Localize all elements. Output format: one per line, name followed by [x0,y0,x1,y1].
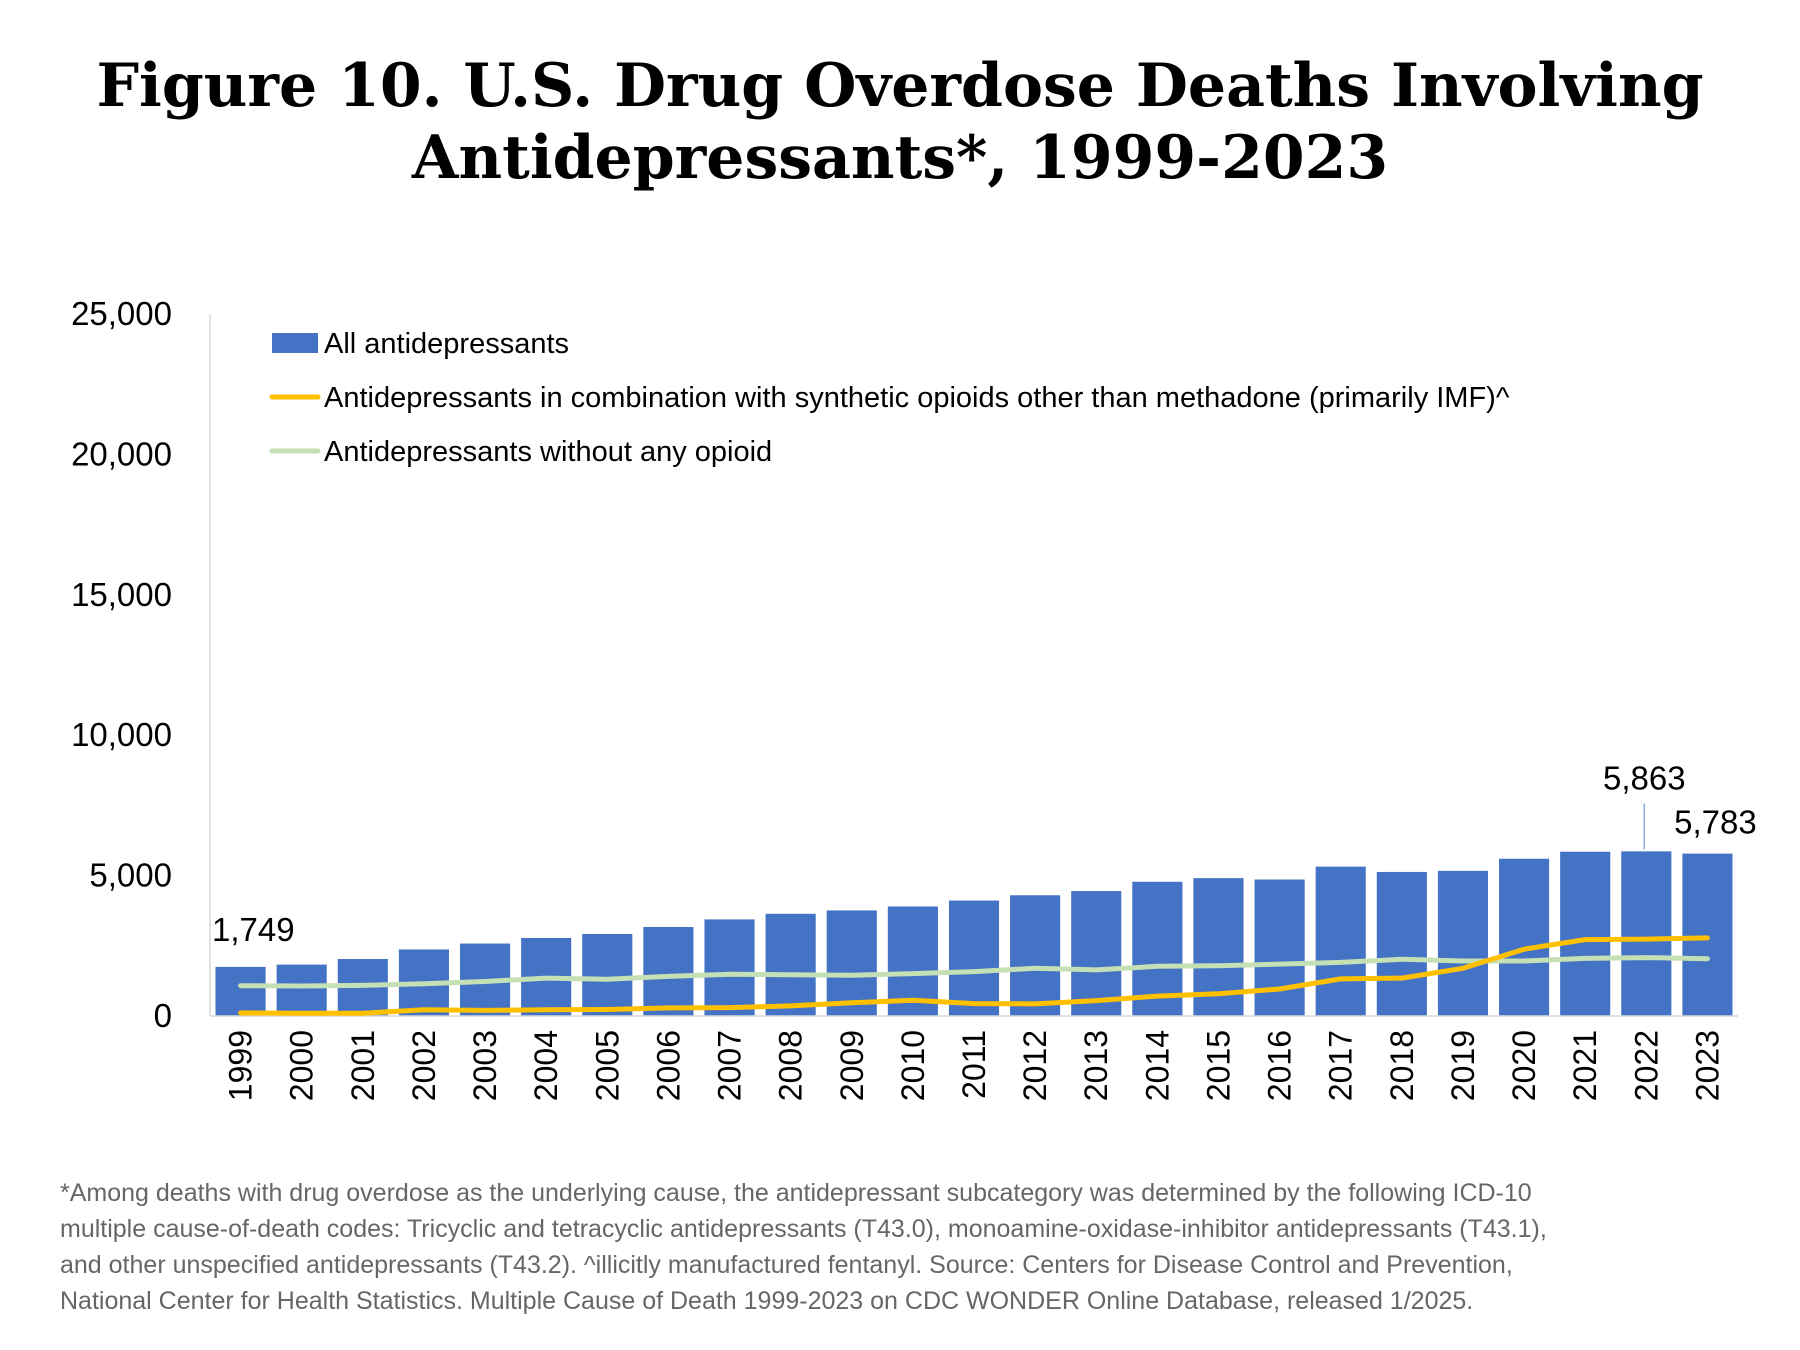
x-tick-label: 2012 [1017,1030,1053,1101]
x-tick-label: 2021 [1567,1030,1603,1101]
x-tick-label: 2009 [834,1030,870,1101]
x-tick-label: 1999 [223,1030,259,1101]
bar-2020 [1499,858,1550,1016]
series-line-without-opioid [238,955,1710,989]
x-tick-label: 2002 [406,1030,442,1101]
footnote-line: National Center for Health Statistics. M… [60,1287,1474,1315]
chart-title: Figure 10. U.S. Drug Overdose Deaths Inv… [0,50,1800,194]
bar-2009 [826,910,877,1016]
x-tick-label: 2016 [1262,1030,1298,1101]
legend-swatch-bar [272,333,318,353]
bar-2005 [582,934,633,1016]
footnote-line: multiple cause-of-death codes: Tricyclic… [60,1215,1547,1243]
y-tick-label: 20,000 [71,435,172,472]
chart-title-line-1: Figure 10. U.S. Drug Overdose Deaths Inv… [96,51,1704,121]
x-tick-label: 2015 [1200,1030,1236,1101]
legend-label: Antidepressants in combination with synt… [324,382,1510,414]
y-tick-label: 25,000 [71,295,172,332]
x-tick-label: 2003 [467,1030,503,1101]
x-tick-label: 2019 [1445,1030,1481,1101]
x-tick-label: 2013 [1078,1030,1114,1101]
bar-2011 [948,900,1000,1016]
x-tick-label: 2005 [589,1030,625,1101]
x-tick-label: 2017 [1323,1030,1359,1101]
bar-1999 [215,966,266,1016]
x-tick-label: 2007 [712,1030,748,1101]
x-tick-label: 2006 [650,1030,686,1101]
x-tick-label: 2018 [1384,1030,1420,1101]
data-label: 5,863 [1603,759,1686,796]
footnote-line: *Among deaths with drug overdose as the … [60,1179,1532,1207]
x-tick-label: 2010 [895,1030,931,1101]
x-tick-label: 2011 [956,1030,992,1099]
x-tick-label: 2020 [1506,1030,1542,1101]
bar-2008 [765,913,816,1016]
data-label: 1,749 [212,911,295,948]
x-tick-label: 2001 [345,1030,381,1101]
x-tick-label: 2023 [1689,1030,1725,1101]
bar-2000 [276,964,327,1016]
x-tick-label: 2004 [528,1030,564,1101]
bar-2010 [887,906,938,1016]
data-label: 5,783 [1674,804,1757,841]
bar-2021 [1560,851,1611,1016]
y-tick-label: 5,000 [89,857,172,894]
bar-2018 [1376,871,1427,1016]
x-tick-label: 2014 [1139,1030,1175,1101]
bar-2023 [1682,853,1733,1016]
bar-2013 [1071,891,1122,1016]
x-tick-label: 2008 [773,1030,809,1101]
y-tick-label: 0 [154,997,172,1034]
chart: 0 5,000 10,000 15,000 20,000 25,000 1999 2000 20… [71,295,1757,1101]
bar-2017 [1315,866,1366,1016]
bar-2006 [643,926,694,1016]
x-tick-label: 2022 [1628,1030,1664,1101]
series-line-synthetic-opioids [238,935,1710,1016]
chart-title-line-2: Antidepressants*, 1999-2023 [411,123,1389,193]
y-tick-label: 10,000 [71,716,172,753]
bar-2007 [704,919,755,1016]
bar-2012 [1010,895,1061,1016]
y-tick-label: 15,000 [71,576,172,613]
x-tick-label: 2000 [284,1030,320,1101]
footnote-line: and other unspecified antidepressants (T… [60,1251,1513,1279]
bar-2022 [1621,851,1672,1016]
footnote: *Among deaths with drug overdose as the … [60,1175,1750,1319]
legend-label: Antidepressants without any opioid [324,436,772,468]
legend-label: All antidepressants [324,328,569,360]
bar-2016 [1254,879,1305,1016]
bar-2019 [1437,870,1489,1016]
